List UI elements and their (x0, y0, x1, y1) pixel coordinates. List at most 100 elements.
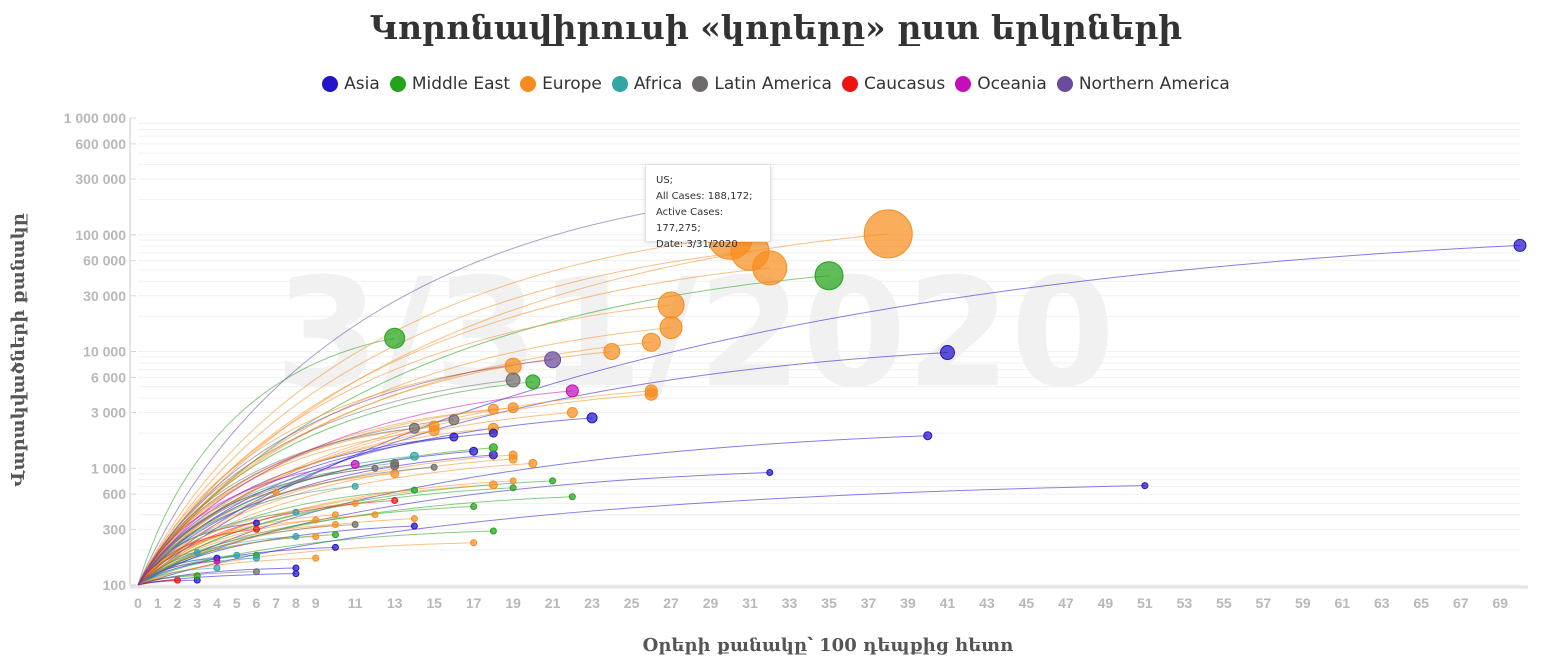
data-point-bubble[interactable] (390, 458, 400, 468)
x-tick-label: 55 (1216, 595, 1232, 611)
data-point-bubble[interactable] (507, 402, 519, 414)
legend-item-middle-east[interactable]: Middle East (389, 74, 510, 94)
data-point-bubble[interactable] (544, 351, 562, 369)
legend-item-latin-america[interactable]: Latin America (692, 74, 832, 94)
data-point-bubble[interactable] (409, 451, 419, 461)
legend-item-oceania[interactable]: Oceania (955, 74, 1047, 94)
data-point-bubble[interactable] (252, 554, 260, 562)
data-point-bubble[interactable] (331, 511, 339, 519)
data-point-bubble[interactable] (505, 372, 521, 388)
legend-dot-icon (1056, 76, 1073, 92)
data-point-bubble[interactable] (568, 493, 576, 501)
data-point-bubble[interactable] (384, 327, 406, 349)
data-point-bubble[interactable] (252, 568, 260, 576)
legend-item-europe[interactable]: Europe (520, 74, 602, 94)
data-point-bubble[interactable] (252, 519, 260, 527)
data-point-bubble[interactable] (509, 484, 517, 492)
data-point-bubble[interactable] (351, 520, 359, 528)
chart-title: Կորոնավիրուսի «կորերը» ըստ երկրների (369, 8, 1183, 47)
legend-dot-icon (955, 76, 972, 92)
data-point-bubble[interactable] (489, 527, 497, 535)
data-point-bubble[interactable] (504, 357, 522, 375)
data-point-bubble[interactable] (331, 520, 339, 528)
data-point-bubble[interactable] (292, 533, 300, 541)
data-point-bubble[interactable] (331, 543, 339, 551)
legend-item-caucasus[interactable]: Caucasus (841, 74, 945, 94)
legend-item-africa[interactable]: Africa (611, 74, 683, 94)
data-point-bubble[interactable] (428, 425, 440, 437)
data-point-bubble[interactable] (603, 343, 621, 360)
data-point-bubble[interactable] (371, 464, 379, 472)
trend-curve (137, 523, 356, 586)
data-point-bubble[interactable] (213, 557, 221, 565)
data-point-bubble[interactable] (331, 531, 339, 539)
data-point-bubble[interactable] (659, 316, 683, 340)
data-point-bubble[interactable] (470, 503, 478, 511)
data-point-bubble[interactable] (252, 525, 260, 533)
data-point-bubble[interactable] (1141, 482, 1149, 490)
data-point-bubble[interactable] (390, 469, 400, 479)
data-point-bubble[interactable] (508, 454, 518, 464)
data-point-bubble[interactable] (292, 570, 300, 578)
data-point-bubble[interactable] (488, 428, 498, 438)
data-point-bubble[interactable] (410, 486, 418, 494)
data-point-bubble[interactable] (173, 576, 181, 584)
data-point-bubble[interactable] (470, 539, 478, 547)
data-point-bubble[interactable] (586, 412, 598, 424)
data-point-bubble[interactable] (391, 496, 399, 504)
data-point-bubble[interactable] (430, 463, 438, 471)
data-point-bubble[interactable] (657, 291, 685, 319)
data-point-bubble[interactable] (1513, 238, 1527, 252)
data-point-bubble[interactable] (193, 548, 201, 556)
legend-label: Asia (344, 74, 380, 94)
data-point-bubble[interactable] (410, 515, 418, 523)
data-point-bubble[interactable] (351, 482, 359, 490)
x-tick-label: 53 (1177, 595, 1193, 611)
legend-dot-icon (389, 76, 406, 92)
trend-curve (137, 530, 494, 586)
data-point-bubble[interactable] (814, 261, 844, 291)
data-point-bubble[interactable] (312, 533, 320, 541)
data-point-bubble[interactable] (351, 499, 359, 507)
data-point-bubble[interactable] (213, 564, 221, 572)
data-point-bubble[interactable] (410, 522, 418, 530)
x-tick-label: 0 (134, 595, 142, 611)
data-point-bubble[interactable] (528, 458, 538, 468)
x-tick-label: 33 (782, 595, 798, 611)
data-point-bubble[interactable] (752, 250, 788, 286)
data-point-bubble[interactable] (272, 488, 280, 496)
data-point-bubble[interactable] (292, 508, 300, 516)
data-point-bubble[interactable] (488, 480, 498, 490)
x-tick-label: 6 (253, 595, 261, 611)
data-point-bubble[interactable] (487, 403, 499, 415)
data-point-bubble[interactable] (449, 432, 459, 442)
legend-item-northern-america[interactable]: Northern America (1056, 74, 1230, 94)
data-point-bubble[interactable] (408, 422, 420, 434)
data-point-bubble[interactable] (939, 345, 955, 361)
data-point-bubble[interactable] (565, 384, 579, 398)
data-point-bubble[interactable] (641, 332, 661, 352)
data-point-bubble[interactable] (923, 431, 933, 441)
data-point-bubble[interactable] (488, 443, 498, 453)
data-point-bubble[interactable] (233, 551, 241, 559)
data-point-bubble[interactable] (549, 477, 557, 485)
data-point-bubble[interactable] (448, 414, 460, 426)
data-point-bubble[interactable] (766, 468, 774, 476)
trend-curve (137, 454, 514, 586)
data-point-bubble[interactable] (863, 209, 913, 259)
data-point-bubble[interactable] (371, 511, 379, 519)
data-point-bubble[interactable] (312, 516, 320, 524)
data-point-bubble[interactable] (312, 554, 320, 562)
data-point-bubble[interactable] (292, 564, 300, 572)
data-point-bubble[interactable] (350, 459, 360, 469)
data-point-bubble[interactable] (566, 407, 578, 419)
data-point-bubble[interactable] (644, 387, 658, 401)
data-point-bubble[interactable] (509, 477, 517, 485)
data-point-bubble[interactable] (193, 572, 201, 580)
legend-item-asia[interactable]: Asia (322, 74, 380, 94)
data-point-bubble[interactable] (469, 446, 479, 456)
y-tick-label: 3 000 (91, 405, 126, 421)
data-point-bubble[interactable] (525, 374, 541, 390)
legend-label: Africa (633, 74, 683, 94)
